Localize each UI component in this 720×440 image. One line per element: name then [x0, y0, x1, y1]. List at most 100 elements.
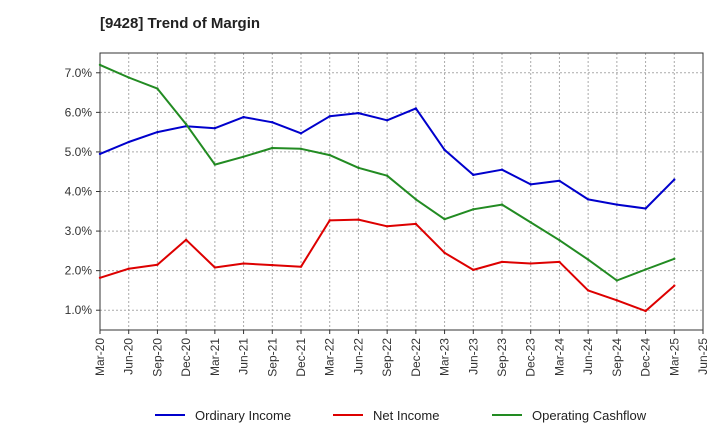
- x-tick-label: Sep-23: [495, 338, 509, 377]
- data-point: [357, 218, 360, 221]
- data-point: [385, 119, 389, 122]
- data-point: [357, 166, 360, 169]
- data-point: [299, 265, 303, 268]
- grid-lines: [100, 53, 703, 330]
- data-point: [586, 289, 590, 292]
- data-point: [500, 203, 504, 206]
- data-point: [299, 132, 303, 135]
- data-point: [644, 207, 647, 210]
- series-ordinary-income: [98, 107, 676, 210]
- data-point: [127, 267, 130, 270]
- legend-label: Net Income: [373, 408, 439, 423]
- data-point: [414, 222, 418, 226]
- data-point: [242, 155, 245, 158]
- data-point: [529, 221, 532, 224]
- data-point: [156, 263, 159, 266]
- data-point: [615, 299, 619, 302]
- data-point: [586, 198, 590, 201]
- data-point: [328, 219, 331, 222]
- legend-item: Operating Cashflow: [492, 408, 647, 423]
- data-point: [673, 284, 676, 287]
- data-point: [213, 163, 217, 166]
- x-axis-ticks: Mar-20 Jun-20 Sep-20 Dec-20 Mar-21 Jun-21 Sep-…: [93, 330, 710, 377]
- data-point: [443, 251, 446, 255]
- data-point: [271, 263, 274, 267]
- data-point: [156, 130, 159, 134]
- data-point: [98, 152, 102, 156]
- x-tick-label: Jun-24: [581, 338, 595, 375]
- series-net-income: [98, 218, 676, 313]
- data-point: [271, 121, 274, 124]
- y-tick-label: 6.0%: [65, 105, 93, 119]
- data-point: [615, 203, 619, 206]
- x-tick-label: Jun-22: [351, 338, 365, 375]
- data-point: [586, 258, 590, 261]
- data-point: [414, 198, 418, 201]
- legend-label: Operating Cashflow: [532, 408, 647, 423]
- data-point: [385, 174, 389, 177]
- data-point: [127, 140, 130, 144]
- data-point: [414, 107, 418, 110]
- x-tick-label: Sep-21: [265, 338, 279, 377]
- x-tick-label: Sep-20: [150, 338, 164, 377]
- data-point: [529, 183, 532, 186]
- series-operating-cashflow: [98, 63, 676, 282]
- y-tick-label: 4.0%: [65, 185, 93, 199]
- x-tick-label: Jun-20: [122, 338, 136, 375]
- data-point: [472, 208, 475, 211]
- data-point: [213, 126, 217, 130]
- x-tick-label: Dec-24: [639, 338, 653, 377]
- legend-label: Ordinary Income: [195, 408, 291, 423]
- y-tick-label: 3.0%: [65, 224, 93, 238]
- legend: Ordinary Income Net Income Operating Cashf…: [155, 408, 647, 423]
- x-tick-label: Mar-24: [552, 338, 566, 376]
- x-tick-label: Sep-22: [380, 338, 394, 377]
- legend-item: Ordinary Income: [155, 408, 291, 423]
- data-point: [385, 225, 389, 228]
- data-point: [184, 238, 188, 241]
- y-tick-label: 2.0%: [65, 264, 93, 278]
- data-point: [558, 260, 561, 264]
- data-point: [673, 178, 676, 181]
- data-point: [443, 218, 446, 221]
- x-tick-label: Jun-21: [237, 338, 251, 375]
- y-tick-label: 5.0%: [65, 145, 93, 159]
- data-point: [242, 115, 245, 119]
- data-point: [184, 123, 188, 126]
- data-point: [242, 262, 245, 265]
- x-tick-label: Sep-24: [610, 338, 624, 377]
- data-point: [615, 279, 619, 282]
- x-tick-label: Mar-25: [667, 338, 681, 376]
- x-tick-label: Dec-21: [294, 338, 308, 377]
- data-point: [213, 266, 217, 269]
- data-point: [472, 173, 475, 177]
- data-point: [127, 76, 130, 79]
- x-tick-label: Mar-23: [438, 338, 452, 376]
- legend-item: Net Income: [333, 408, 439, 423]
- data-point: [98, 276, 102, 279]
- data-point: [357, 111, 360, 115]
- series-lines: [98, 63, 676, 313]
- x-tick-label: Mar-20: [93, 338, 107, 376]
- data-point: [529, 262, 532, 265]
- chart-title: [9428] Trend of Margin: [100, 15, 261, 32]
- data-point: [443, 148, 446, 152]
- data-point: [500, 168, 504, 171]
- data-point: [98, 63, 102, 67]
- x-tick-label: Jun-23: [466, 338, 480, 375]
- data-point: [500, 260, 504, 264]
- data-point: [644, 309, 647, 313]
- data-point: [328, 153, 331, 157]
- x-tick-label: Dec-20: [179, 338, 193, 377]
- data-point: [156, 87, 159, 90]
- data-point: [673, 257, 676, 260]
- x-tick-label: Mar-21: [208, 338, 222, 376]
- y-tick-label: 7.0%: [65, 66, 93, 80]
- data-point: [558, 238, 561, 242]
- y-axis-ticks: 1.0% 2.0% 3.0% 4.0% 5.0% 6.0% 7.0%: [65, 66, 100, 317]
- data-point: [558, 179, 561, 183]
- y-tick-label: 1.0%: [65, 303, 93, 317]
- x-tick-label: Jun-25: [696, 338, 710, 375]
- data-point: [328, 115, 331, 118]
